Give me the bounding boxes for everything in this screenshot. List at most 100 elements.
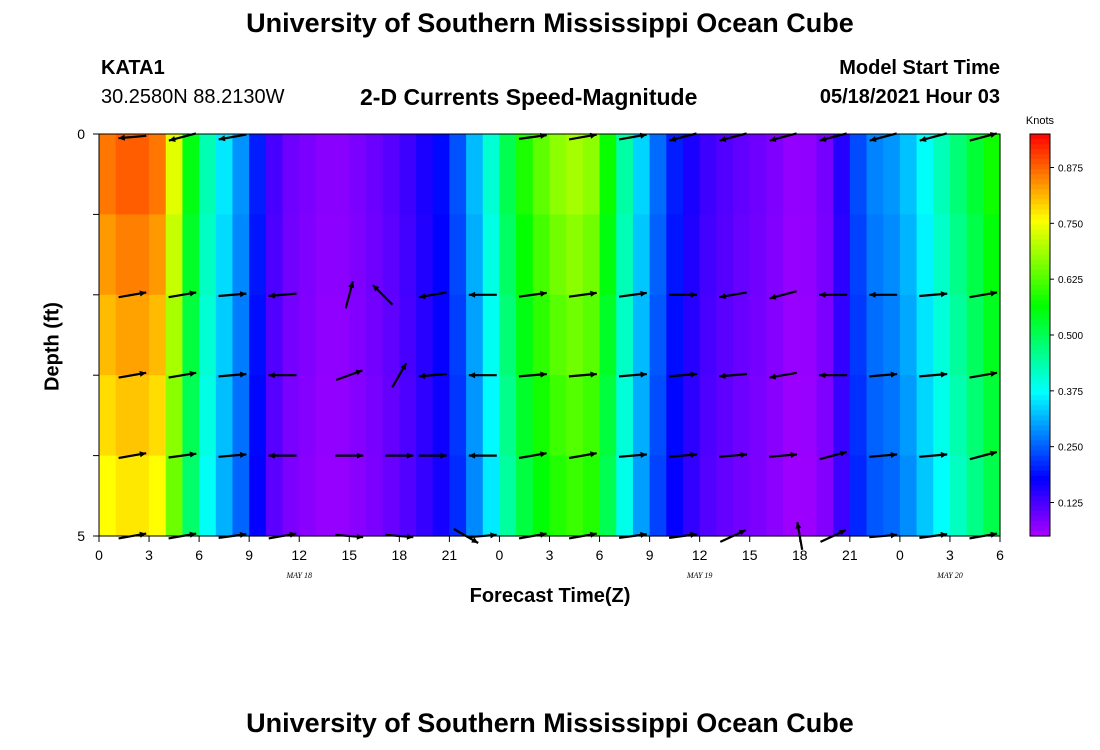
- y-axis: 05: [77, 126, 99, 544]
- heat-cell: [733, 455, 751, 537]
- heat-cell: [799, 294, 818, 376]
- current-arrow: [118, 134, 147, 141]
- x-tick-label: 6: [195, 547, 203, 563]
- heat-cell: [899, 134, 918, 215]
- heat-cell: [749, 375, 768, 457]
- current-arrow: [518, 371, 547, 378]
- heat-cell: [182, 375, 200, 457]
- colorbar-segment: [1030, 420, 1050, 427]
- heat-cell: [582, 294, 601, 376]
- heat-cell: [566, 294, 584, 376]
- heat-cell: [115, 455, 133, 537]
- heat-cell: [99, 294, 117, 376]
- heat-cell: [432, 134, 450, 215]
- heat-cell: [599, 455, 617, 537]
- heat-cell: [449, 134, 467, 215]
- heat-cell: [699, 455, 717, 537]
- current-arrow: [268, 452, 297, 459]
- heat-cell: [699, 294, 717, 376]
- current-arrow: [819, 132, 847, 142]
- heat-cell: [699, 134, 717, 215]
- current-arrow: [919, 371, 948, 378]
- heat-cell: [99, 375, 117, 457]
- heat-cell: [115, 294, 133, 376]
- current-arrow: [335, 452, 364, 459]
- heat-cell: [349, 134, 367, 215]
- heat-cell: [482, 214, 501, 296]
- colorbar-segment: [1030, 405, 1050, 411]
- x-tick-label: 21: [842, 547, 858, 563]
- heat-cell: [199, 294, 217, 376]
- heat-cell: [182, 214, 200, 296]
- heat-cell: [499, 214, 517, 296]
- colorbar-segment: [1030, 184, 1050, 190]
- heat-cell: [883, 375, 901, 457]
- current-arrow: [919, 132, 948, 142]
- heat-cell: [249, 375, 267, 457]
- colorbar-tick-label: 0.250: [1058, 443, 1083, 454]
- heat-cell: [432, 294, 450, 376]
- x-tick-label: 9: [245, 547, 253, 563]
- colorbar-segment: [1030, 144, 1050, 150]
- current-arrow: [719, 451, 748, 458]
- heat-cell: [365, 375, 384, 457]
- colorbar-segment: [1030, 319, 1050, 326]
- current-arrow: [819, 450, 847, 461]
- heat-cell: [933, 134, 951, 215]
- current-arrow: [869, 291, 898, 298]
- heat-cell: [966, 214, 984, 296]
- heat-cell: [132, 455, 150, 537]
- colorbar-segment: [1030, 415, 1050, 422]
- colorbar-segment: [1030, 345, 1050, 351]
- colorbar-segment: [1030, 249, 1050, 256]
- heat-cell: [566, 455, 584, 537]
- heat-cell: [149, 294, 167, 376]
- colorbar-segment: [1030, 214, 1050, 221]
- x-tick-label: 21: [442, 547, 458, 563]
- heat-cell: [566, 375, 584, 457]
- heat-cell: [449, 375, 467, 457]
- colorbar-tick-label: 0.500: [1058, 331, 1083, 342]
- colorbar-segment: [1030, 435, 1050, 442]
- heat-cell: [733, 134, 751, 215]
- heat-cell: [399, 455, 417, 537]
- heat-cell: [115, 214, 133, 296]
- heat-cell: [883, 214, 901, 296]
- heat-cell: [749, 214, 768, 296]
- colorbar-segment: [1030, 525, 1050, 532]
- colorbar-segment: [1030, 395, 1050, 401]
- heat-cell: [849, 294, 868, 376]
- current-arrow: [371, 284, 394, 306]
- current-arrow: [168, 451, 197, 459]
- heat-cell: [416, 134, 434, 215]
- x-tick-label: 12: [692, 547, 708, 563]
- heat-cell: [616, 134, 634, 215]
- current-arrow: [719, 132, 747, 142]
- current-arrow: [669, 291, 697, 298]
- heat-cell: [799, 134, 818, 215]
- x-axis: 0 3 6 9 12 15 18 21 0 3 6 9 12 15 18 21 0 3 6 MAY 18 MAY 19 M…: [95, 536, 1004, 580]
- current-arrow: [719, 291, 747, 300]
- station-coords: 30.2580N 88.2130W: [101, 86, 285, 108]
- current-arrow: [391, 362, 408, 388]
- heat-cell: [582, 214, 601, 296]
- x-tick-label: 18: [792, 547, 808, 563]
- colorbar-segment: [1030, 254, 1050, 261]
- heat-cell: [299, 294, 317, 376]
- x-tick-label: 18: [392, 547, 408, 563]
- heat-cell: [315, 375, 334, 457]
- colorbar-segment: [1030, 530, 1050, 537]
- heat-cell: [265, 455, 284, 537]
- heat-cell: [282, 375, 300, 457]
- current-arrow: [385, 452, 414, 459]
- current-arrow: [969, 370, 998, 379]
- x-tick-label: 3: [546, 547, 554, 563]
- heat-cell: [716, 214, 734, 296]
- heat-cell: [299, 134, 317, 215]
- heat-cell: [716, 455, 734, 537]
- current-arrow: [268, 372, 297, 379]
- colorbar-segment: [1030, 239, 1050, 246]
- page-title: University of Southern Mississippi Ocean…: [246, 8, 854, 38]
- current-arrow: [919, 451, 948, 458]
- colorbar-segment: [1030, 199, 1050, 205]
